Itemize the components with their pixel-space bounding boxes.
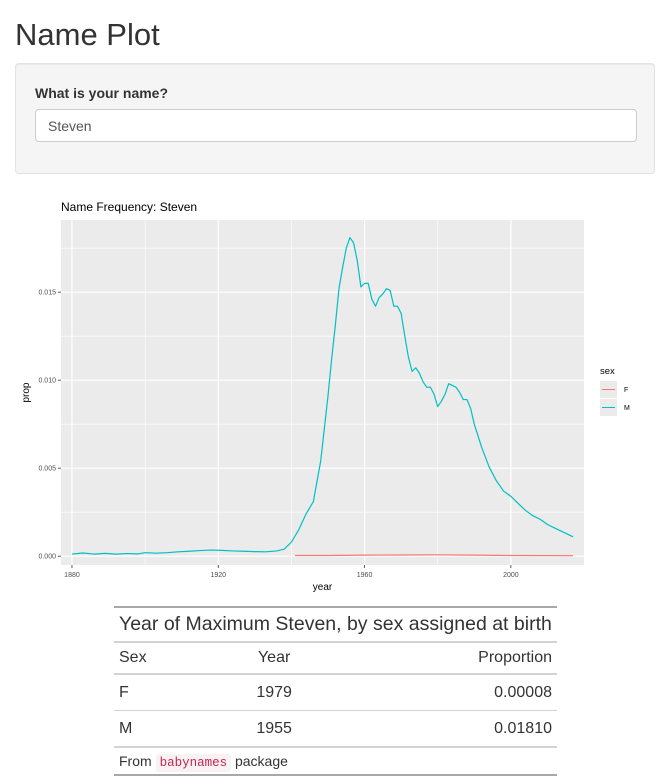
package-name: babynames <box>155 753 232 772</box>
page-title: Name Plot <box>15 17 160 52</box>
input-panel: What is your name? <box>15 63 655 174</box>
legend-label-m: M <box>624 405 630 412</box>
col-header-sex: Sex <box>114 642 214 675</box>
source-note-suffix: package <box>234 752 288 769</box>
max-year-table-container: Year of Maximum Steven, by sex assigned … <box>114 606 557 776</box>
y-tick-label: 0.015 <box>38 290 56 297</box>
cell-sex: M <box>114 710 214 747</box>
cell-year: 1979 <box>256 683 292 701</box>
source-note-row: From babynames package <box>114 746 557 775</box>
table-title-row: Year of Maximum Steven, by sex assigned … <box>114 607 557 643</box>
source-note: From babynames package <box>114 746 557 775</box>
y-tick-label: 0.005 <box>38 466 56 473</box>
source-note-prefix: From <box>119 752 152 769</box>
series-line-f <box>295 554 574 557</box>
y-tick-label: 0.010 <box>38 378 56 385</box>
cell-year: 1955 <box>213 710 335 747</box>
name-input[interactable] <box>35 109 637 142</box>
cell-proportion: 0.00008 <box>494 683 552 701</box>
table-title: Year of Maximum Steven, by sex assigned … <box>114 607 557 643</box>
chart-title: Name Frequency: Steven <box>61 200 197 214</box>
plot-panel <box>61 220 584 565</box>
y-tick-label: 0.000 <box>38 554 56 561</box>
y-axis-label: prop <box>21 382 32 402</box>
max-year-table: Year of Maximum Steven, by sex assigned … <box>114 606 557 776</box>
x-tick-label: 1880 <box>64 572 80 579</box>
table-header-row: Sex Year Proportion <box>114 642 557 675</box>
name-frequency-chart: 1880 1920 1960 2000 0.000 0.005 0.010 0.015 Name… <box>21 200 630 593</box>
col-header-year: Year <box>213 642 335 675</box>
table-row: F 1979 0.00008 <box>114 674 557 711</box>
x-tick-label: 2000 <box>503 572 519 579</box>
name-input-label: What is your name? <box>35 85 169 101</box>
x-axis-label: year <box>313 582 333 593</box>
cell-proportion: 0.01810 <box>334 710 557 747</box>
legend-label-f: F <box>624 387 628 394</box>
x-tick-label: 1960 <box>357 572 373 579</box>
col-header-proportion: Proportion <box>334 642 557 675</box>
legend-title: sex <box>600 366 615 377</box>
table-row: M 1955 0.01810 <box>114 710 557 747</box>
cell-sex: F <box>119 683 129 701</box>
series-line-m <box>71 237 574 555</box>
x-tick-label: 1920 <box>210 572 226 579</box>
